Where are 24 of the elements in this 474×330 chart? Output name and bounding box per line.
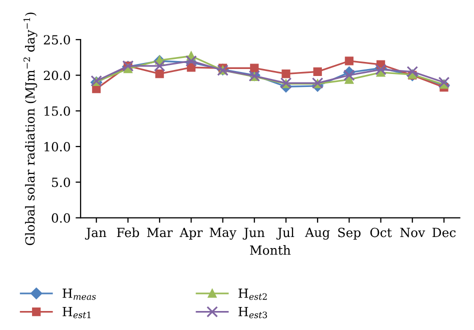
x-tick-label: Apr bbox=[180, 228, 203, 240]
x-tick-label: Nov bbox=[400, 228, 426, 238]
x-tick-label: Jan bbox=[85, 228, 106, 240]
legend-label: H$_{est3}$ bbox=[238, 307, 267, 318]
x-axis-title: Month bbox=[250, 245, 291, 255]
legend-label: H$_{est2}$ bbox=[238, 288, 267, 300]
y-tick-label: 0.0 bbox=[52, 213, 70, 223]
y-tick-label: 25.0 bbox=[44, 35, 70, 45]
x-tick-label: May bbox=[210, 228, 236, 240]
x-tick-label: Jul bbox=[276, 228, 294, 240]
y-tick-label: 15.0 bbox=[44, 106, 70, 116]
legend-label: H$_{meas}$ bbox=[62, 288, 96, 300]
x-tick-label: Feb bbox=[116, 228, 140, 238]
y-tick-label: 5.0 bbox=[52, 178, 70, 188]
x-tick-label: Jun bbox=[242, 228, 265, 240]
x-tick-label: Mar bbox=[147, 228, 173, 238]
y-tick-label: 20.0 bbox=[44, 70, 70, 80]
y-tick-label: 10.0 bbox=[44, 142, 70, 152]
x-tick-label: Oct bbox=[370, 228, 392, 238]
x-tick-label: Sep bbox=[338, 228, 361, 240]
x-tick-label: Aug bbox=[304, 228, 330, 240]
legend-label: H$_{est1}$ bbox=[62, 307, 91, 318]
x-tick-label: Dec bbox=[432, 228, 456, 238]
y-axis-title: Global solar radiation (MJm$^{−2}$ day$^{−1}$) bbox=[23, 12, 38, 246]
